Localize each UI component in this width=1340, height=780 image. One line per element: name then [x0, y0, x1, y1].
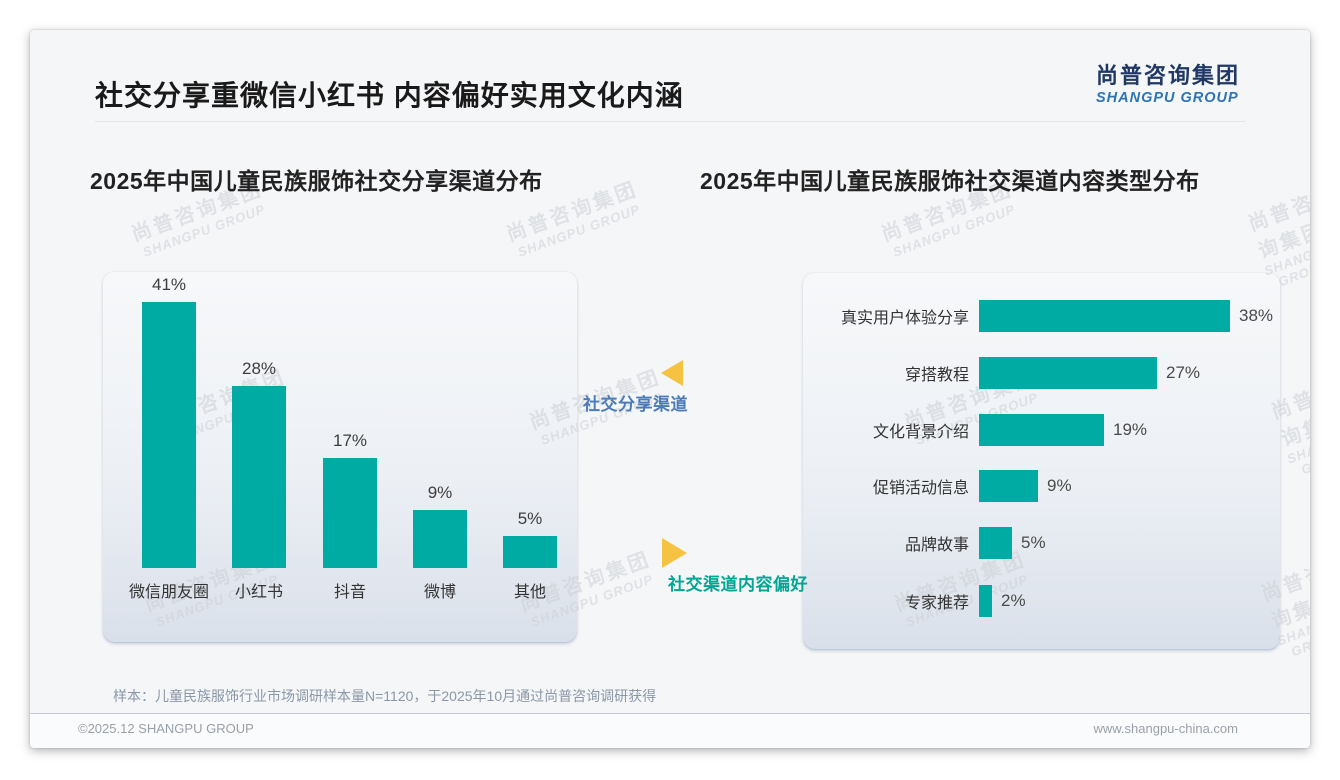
bar: [979, 414, 1104, 446]
vbar-column: 41%: [124, 275, 214, 568]
bar-category-label: 文化背景介绍: [872, 424, 969, 441]
bar-value-label: 2%: [1001, 591, 1026, 610]
bar-category-label: 微博: [423, 584, 456, 601]
hbar-row: 专家推荐 2%: [803, 585, 1280, 617]
vbar-column: 5%: [485, 509, 575, 568]
bar-category-label: 抖音: [333, 584, 366, 601]
hbar-row: 文化背景介绍 19%: [803, 414, 1280, 446]
hbar-row: 促销活动信息 9%: [803, 470, 1280, 502]
bar-value-label: 41%: [151, 275, 187, 294]
bar: [142, 302, 196, 568]
bar-value-label: 27%: [1166, 363, 1201, 382]
flow-label-content-preference: 社交渠道内容偏好: [668, 575, 808, 594]
bar-category-label: 促销活动信息: [872, 480, 969, 497]
page-title: 社交分享重微信小红书 内容偏好实用文化内涵: [95, 80, 684, 111]
vbar-column: 28%: [214, 359, 304, 568]
bar-value-label: 17%: [332, 431, 368, 450]
bar: [979, 585, 992, 617]
watermark-chinese-text: 尚普咨询集团: [1245, 191, 1310, 264]
bar-category-label: 专家推荐: [904, 595, 969, 612]
footer-copyright: ©2025.12 SHANGPU GROUP: [78, 721, 254, 736]
bar: [979, 357, 1157, 389]
watermark-english-text: SHANGPU GROUP: [1274, 609, 1310, 660]
logo-chinese-text: 尚普咨询集团: [1095, 63, 1240, 88]
bar: [413, 510, 467, 568]
watermark-english-text: SHANGPU GROUP: [890, 201, 1018, 260]
company-logo: 尚普咨询集团 SHANGPU GROUP: [1096, 58, 1240, 106]
vbar-column: 9%: [395, 483, 485, 568]
right-chart-title: 2025年中国儿童民族服饰社交渠道内容类型分布: [700, 168, 1200, 194]
slide: 社交分享重微信小红书 内容偏好实用文化内涵 尚普咨询集团 SHANGPU GRO…: [30, 30, 1310, 748]
arrow-left-icon: [661, 360, 683, 386]
left-chart-title: 2025年中国儿童民族服饰社交分享渠道分布: [90, 168, 543, 194]
bar: [979, 300, 1230, 332]
bar: [232, 386, 286, 568]
bar-value-label: 19%: [1113, 420, 1148, 439]
bar-category-label: 品牌故事: [904, 537, 969, 554]
watermark-english-text: SHANGPU GROUP: [140, 201, 268, 260]
bar-category-label: 微信朋友圈: [128, 584, 209, 601]
bar-value-label: 9%: [1047, 476, 1072, 495]
bar: [979, 470, 1038, 502]
footer-website: www.shangpu-china.com: [1093, 721, 1238, 736]
right-chart-card: 真实用户体验分享 38% 穿搭教程 27% 文化背景介绍 19% 促销活动信息 9% 品牌故事 5…: [803, 273, 1280, 650]
left-chart-card: 41% 微信朋友圈 28% 小红书 17% 抖音 9% 微博 5% 其他: [103, 272, 577, 643]
bar-value-label: 5%: [517, 509, 543, 528]
bar: [323, 458, 377, 568]
bar-value-label: 9%: [427, 483, 453, 502]
sample-note: 样本：儿童民族服饰行业市场调研样本量N=1120，于2025年10月通过尚普咨询…: [113, 688, 657, 704]
header-divider: [95, 121, 1245, 122]
flow-label-share-channel: 社交分享渠道: [583, 395, 688, 414]
watermark-english-text: SHANGPU GROUP: [515, 201, 643, 260]
hbar-row: 穿搭教程 27%: [803, 357, 1280, 389]
bar-value-label: 5%: [1021, 533, 1046, 552]
logo-english-text: SHANGPU GROUP: [1095, 90, 1239, 106]
vbar-column: 17%: [305, 431, 395, 568]
bar-value-label: 38%: [1239, 306, 1274, 325]
footer: ©2025.12 SHANGPU GROUP www.shangpu-china…: [30, 713, 1310, 748]
bar: [503, 536, 557, 568]
bar: [979, 527, 1012, 559]
hbar-row: 品牌故事 5%: [803, 527, 1280, 559]
arrow-right-icon: [662, 538, 687, 568]
bar-category-label: 真实用户体验分享: [840, 310, 969, 327]
bar-category-label: 穿搭教程: [904, 367, 969, 384]
watermark-english-text: SHANGPU GROUP: [1284, 427, 1310, 478]
bar-value-label: 28%: [241, 359, 277, 378]
hbar-row: 真实用户体验分享 38%: [803, 300, 1280, 332]
bar-category-label: 其他: [513, 584, 546, 601]
bar-category-label: 小红书: [234, 584, 283, 601]
